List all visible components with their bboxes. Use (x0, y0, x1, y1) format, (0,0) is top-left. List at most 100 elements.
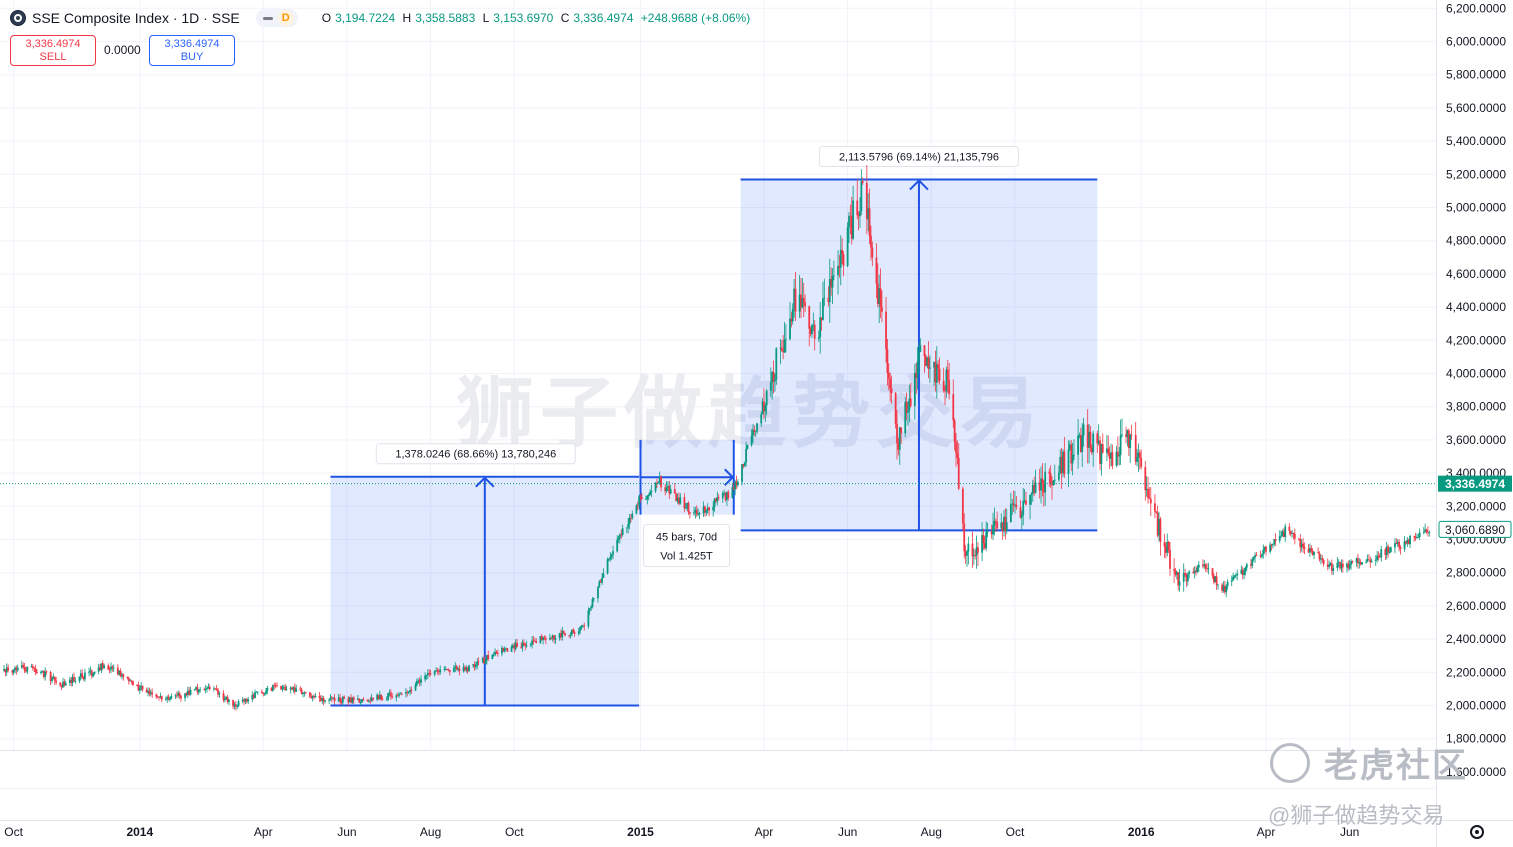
candle (1089, 425, 1092, 453)
candle-body (377, 694, 380, 700)
candle (908, 384, 911, 423)
candle-body (155, 694, 158, 697)
candle-body (1033, 485, 1036, 493)
candle-body (362, 698, 365, 700)
candle (122, 673, 125, 681)
candle-body (1222, 585, 1225, 591)
candle (1090, 444, 1093, 455)
candle (881, 290, 883, 322)
candle (359, 699, 362, 707)
symbol-title[interactable]: SSE Composite Index · 1D · SSE (32, 10, 240, 26)
candle (1396, 539, 1399, 548)
candle-body (514, 642, 517, 649)
candle (1347, 560, 1350, 571)
candle-body (132, 681, 134, 685)
candle (472, 664, 475, 669)
candle (1310, 545, 1313, 554)
candle (1328, 560, 1331, 570)
candle-body (1166, 541, 1169, 553)
candle (400, 692, 403, 696)
candle-body (639, 496, 642, 498)
candle (101, 660, 104, 670)
interval-toggle[interactable]: D (255, 9, 298, 27)
candle-body (859, 211, 861, 217)
buy-label: BUY (180, 50, 204, 63)
candle (649, 489, 651, 496)
candle-body (406, 692, 409, 693)
candle (1105, 434, 1108, 462)
time-axis[interactable]: Oct 2014 Apr Jun Aug Oct 2015 Apr Jun Aug Oct 2016 A… (4, 825, 1359, 839)
price-axis[interactable]: 1,600.00001,800.00002,000.00002,200.0000… (1436, 0, 1513, 847)
buy-button[interactable]: 3,336.4974 BUY (149, 35, 235, 66)
candle (203, 687, 206, 691)
candle (444, 666, 447, 671)
candle (1062, 449, 1064, 478)
candle (708, 506, 710, 517)
candle (683, 493, 686, 513)
candle (861, 177, 864, 185)
candle (712, 501, 715, 517)
price-tick-label: 1,800.0000 (1446, 732, 1506, 746)
candle-body (856, 200, 859, 216)
settings-gear-icon[interactable] (1470, 825, 1484, 839)
candle (262, 692, 265, 697)
candle (313, 694, 315, 700)
candle (84, 668, 86, 682)
candle-body (234, 704, 237, 707)
candle-body (1041, 478, 1044, 484)
candle-body (887, 372, 890, 379)
candle-body (1129, 434, 1132, 448)
candle-body (474, 665, 477, 668)
candle (698, 511, 701, 520)
candle-body (923, 345, 926, 357)
candle (251, 691, 254, 703)
candle-body (1025, 500, 1027, 505)
candle (324, 699, 326, 704)
candle-body (207, 687, 210, 688)
candle-body (1416, 537, 1418, 539)
candle-body (1380, 549, 1383, 558)
candle-body (683, 497, 686, 509)
candle-body (909, 398, 912, 407)
price-tick-label: 3,200.0000 (1446, 499, 1506, 513)
sell-button[interactable]: 3,336.4974 SELL (10, 35, 96, 66)
candle-body (609, 556, 612, 559)
candle (204, 684, 207, 694)
candle-body (1262, 549, 1265, 555)
price-tick-label: 1,600.0000 (1446, 765, 1506, 779)
candle-body (1261, 554, 1263, 557)
candle-body (1127, 430, 1130, 448)
candle-body (45, 671, 48, 673)
candle-body (727, 492, 730, 499)
candle (358, 698, 361, 703)
candle (742, 463, 745, 469)
candle-body (1288, 526, 1291, 531)
candle (1394, 538, 1396, 554)
candle-body (414, 684, 417, 691)
candle-body (5, 667, 8, 673)
candle-body (1291, 532, 1293, 534)
candle-body (1255, 555, 1258, 556)
candle (597, 585, 599, 603)
candle (942, 367, 945, 393)
candle (270, 687, 273, 692)
candle (801, 278, 804, 309)
candle (669, 484, 672, 495)
candle (328, 698, 331, 704)
candle-body (1144, 466, 1147, 491)
candle-body (716, 497, 719, 502)
candle-body (1403, 541, 1406, 550)
candle (927, 341, 930, 379)
candle-body (612, 551, 614, 555)
candle-body (1097, 440, 1100, 444)
candle-body (1321, 558, 1324, 561)
candle-body (750, 435, 753, 446)
candle-body (1188, 571, 1191, 574)
candle (1022, 487, 1025, 526)
candle (260, 689, 263, 694)
candle-body (1185, 574, 1188, 582)
sell-label: SELL (39, 50, 67, 63)
candle (491, 654, 494, 660)
candle-body (341, 696, 344, 703)
